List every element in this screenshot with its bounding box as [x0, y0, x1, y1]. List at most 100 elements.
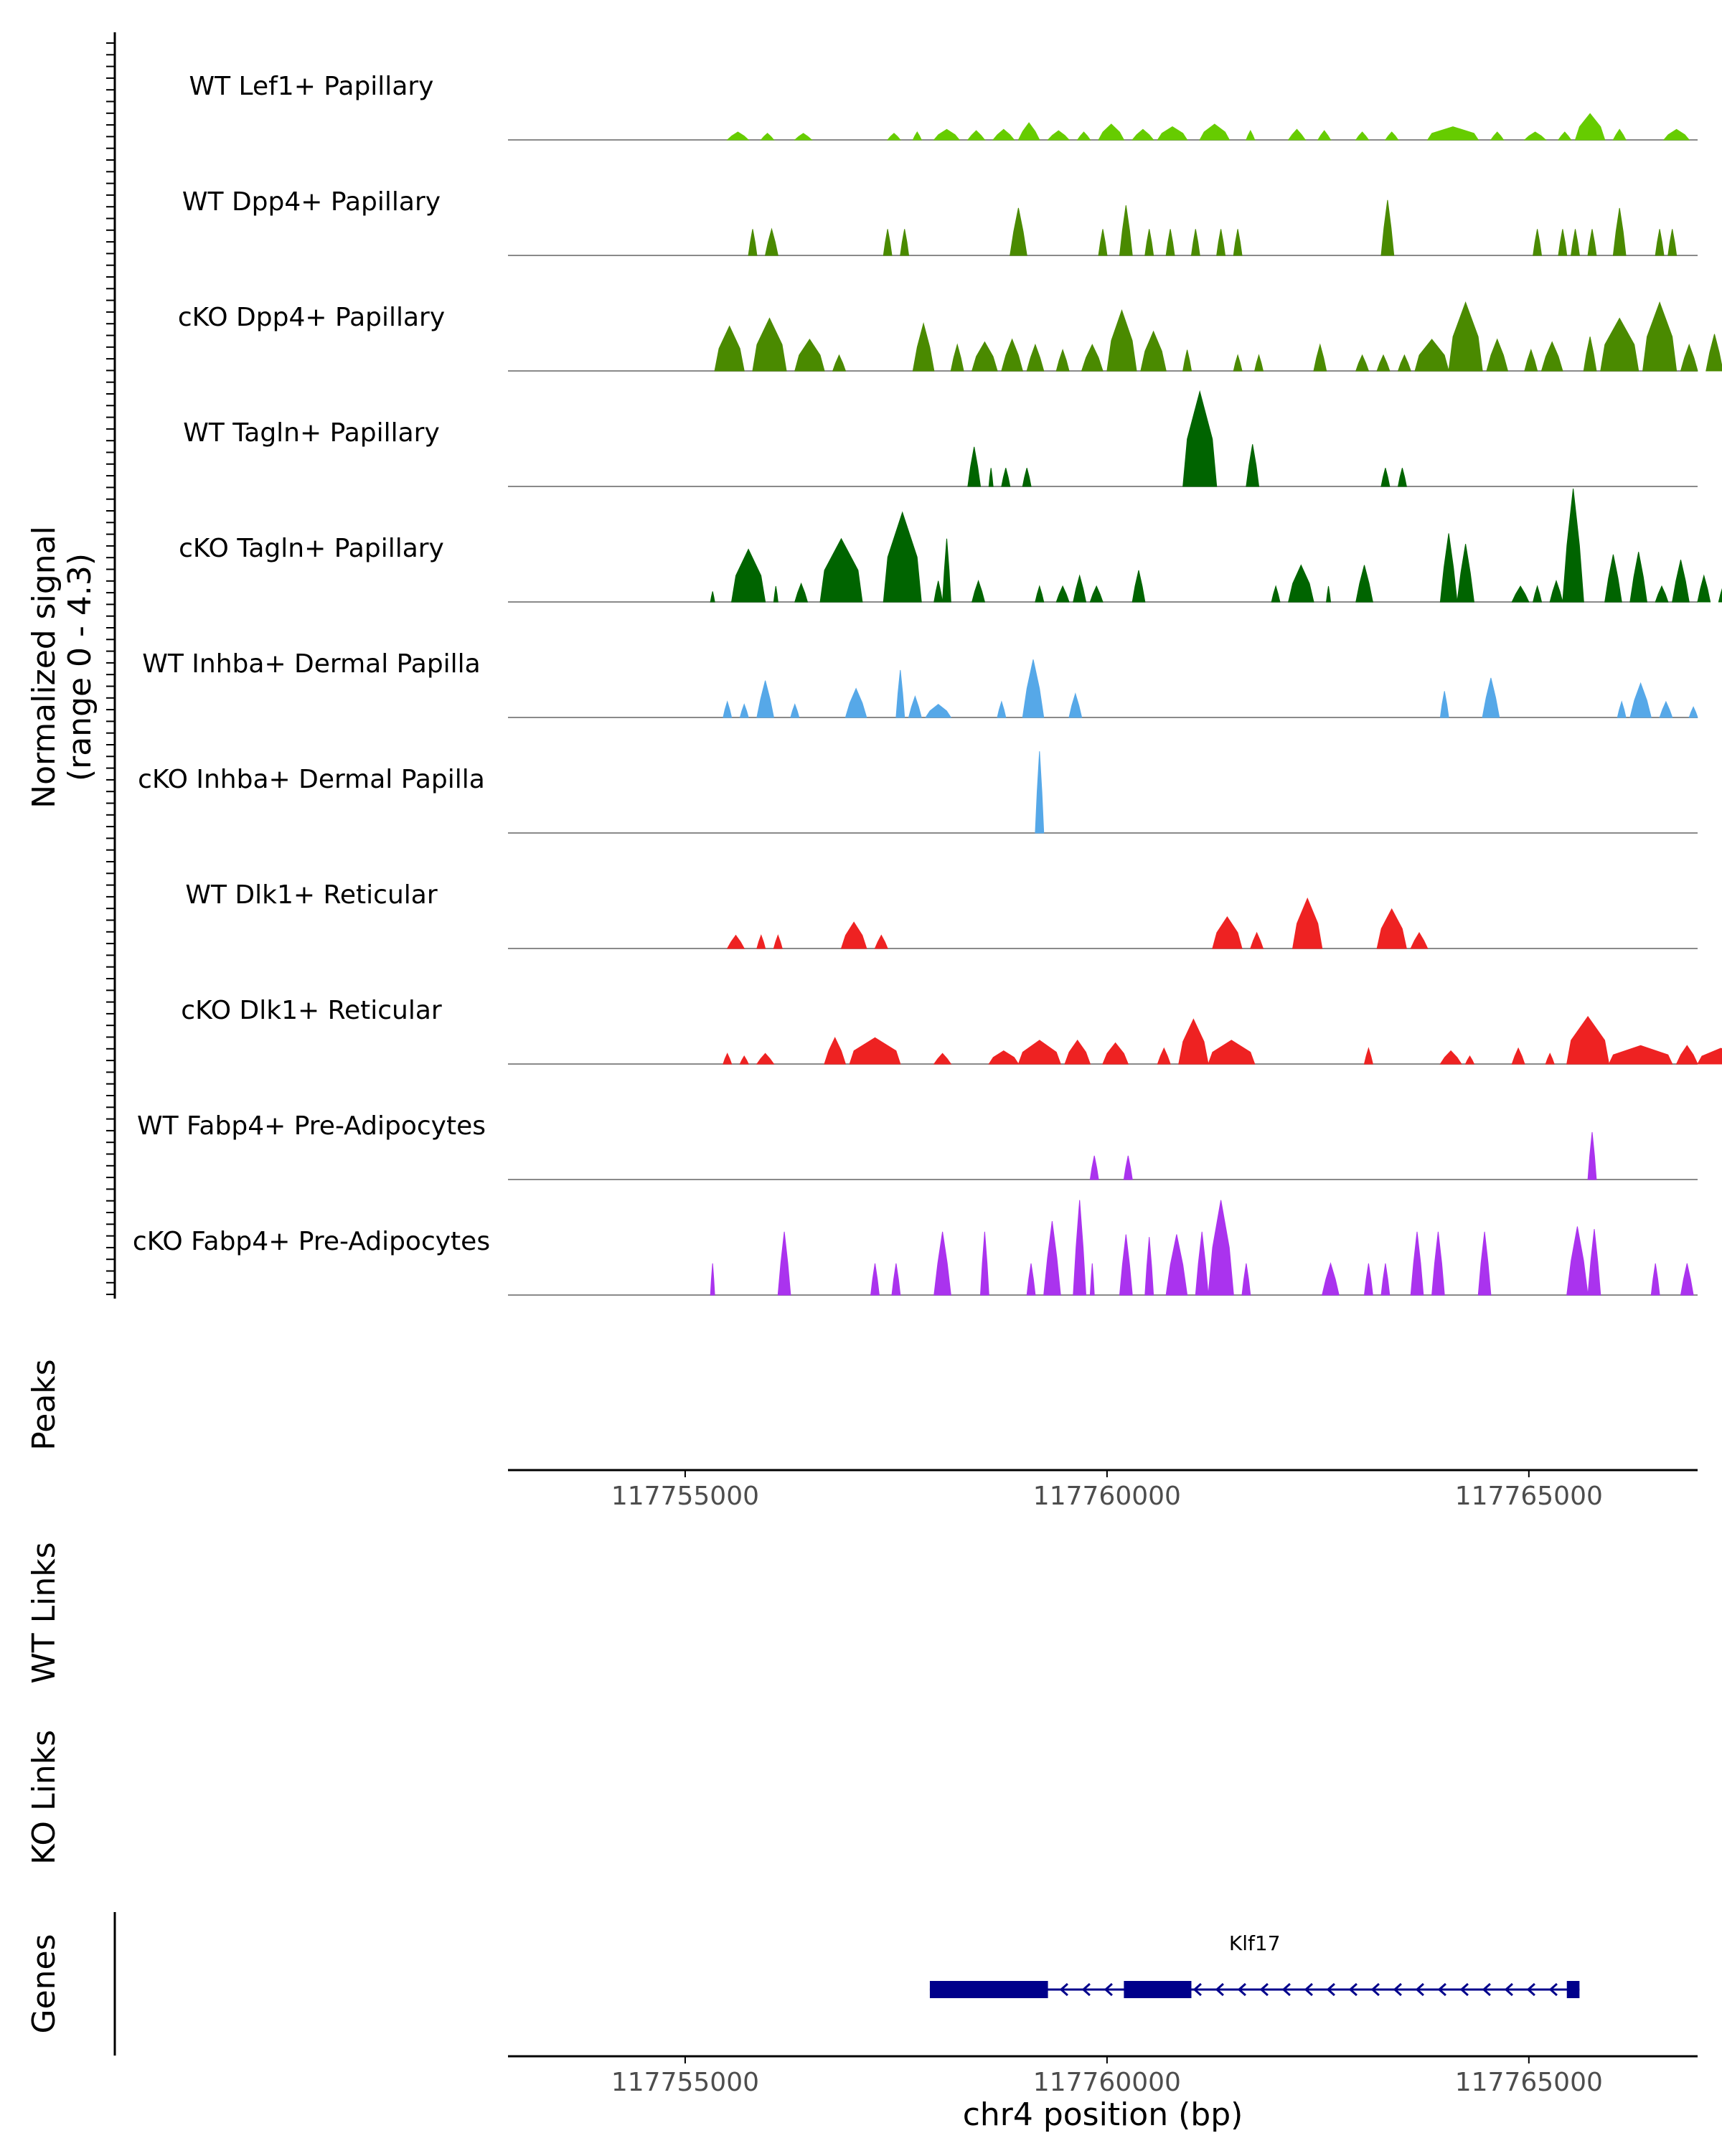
- coverage-peak: [925, 703, 952, 718]
- coverage-peak: [794, 338, 825, 372]
- coverage-peak: [1642, 301, 1678, 372]
- coverage-peak: [1313, 343, 1327, 372]
- coverage-peak: [1022, 659, 1045, 718]
- coverage-peak: [1055, 585, 1070, 603]
- coverage-peak: [1545, 1053, 1555, 1065]
- coverage-peak: [1477, 1231, 1492, 1296]
- coverage-peak: [739, 1055, 749, 1065]
- track-label: cKO Dpp4+ Papillary: [178, 303, 445, 332]
- coverage-peak: [1587, 1229, 1601, 1296]
- coverage-peak: [1326, 585, 1332, 603]
- signal-axis-ticks: [106, 42, 115, 1296]
- coverage-peak: [950, 343, 964, 372]
- coverage-peak: [1457, 544, 1474, 603]
- coverage-peak: [731, 548, 766, 603]
- x-axis-tick-label: 117755000: [611, 2068, 759, 2097]
- coverage-peak: [1397, 354, 1411, 372]
- coverage-peak: [1123, 1155, 1133, 1180]
- coverage-track: cKO Dpp4+ Papillary: [178, 301, 1722, 372]
- coverage-peak: [723, 700, 733, 718]
- x-axis-tick-label: 117760000: [1033, 2068, 1181, 2097]
- coverage-peak: [1604, 554, 1622, 603]
- coverage-peak: [1208, 1200, 1234, 1296]
- coverage-peak: [988, 1050, 1020, 1065]
- coverage-peak: [1017, 1040, 1061, 1065]
- coverage-peak: [1157, 1047, 1171, 1065]
- coverage-peak: [756, 934, 766, 949]
- coverage-peak: [1190, 229, 1200, 256]
- coverage-peak: [832, 354, 847, 372]
- coverage-peak: [1073, 574, 1087, 603]
- coverage-peak: [794, 133, 813, 141]
- coverage-peak: [1144, 1237, 1154, 1296]
- coverage-peak: [1410, 1231, 1424, 1296]
- coverage-peak: [1558, 229, 1568, 256]
- coverage-peak: [739, 703, 749, 718]
- coverage-peak: [1697, 574, 1711, 603]
- wt-links-label: WT Links: [26, 1542, 62, 1683]
- coverage-peak: [1055, 349, 1070, 372]
- gene-strand-arrow: [1104, 1982, 1113, 1997]
- gene-strand-arrow: [1281, 1982, 1291, 1997]
- coverage-peak: [1680, 1263, 1694, 1296]
- coverage-peak: [1246, 444, 1260, 487]
- coverage-peak: [1524, 349, 1538, 372]
- x-axis-tick-label: 117760000: [1033, 1482, 1181, 1511]
- coverage-peak: [895, 669, 905, 718]
- coverage-peak: [1439, 691, 1449, 718]
- coverage-peak: [1655, 585, 1669, 603]
- coverage-peak: [1705, 334, 1722, 372]
- coverage-peak: [1182, 349, 1192, 372]
- coverage-peak: [726, 934, 745, 949]
- gene-strand-arrow: [1348, 1982, 1358, 1997]
- coverage-peak: [883, 511, 922, 603]
- coverage-track: WT Inhba+ Dermal Papilla: [142, 649, 1698, 718]
- coverage-peak: [891, 1263, 901, 1296]
- gene-strand-arrow: [1548, 1982, 1558, 1997]
- coverage-peak: [992, 128, 1015, 141]
- coverage-peak: [1026, 343, 1045, 372]
- coverage-peak: [1662, 128, 1690, 141]
- coverage-peak: [971, 580, 986, 603]
- coverage-peak: [1414, 339, 1449, 372]
- gene-strand-arrow: [1081, 1982, 1091, 1997]
- coverage-peak: [1587, 1131, 1597, 1180]
- coverage-track: cKO Fabp4+ Pre-Adipocytes: [133, 1200, 1698, 1296]
- coverage-peak: [844, 687, 867, 718]
- signal-axis: Normalized signal (range 0 - 4.3): [26, 32, 116, 1299]
- coverage-peak: [1718, 588, 1722, 603]
- coverage-peak: [1195, 1231, 1209, 1296]
- coverage-track: WT Dlk1+ Reticular: [185, 880, 1698, 949]
- coverage-peak: [1464, 1055, 1475, 1065]
- coverage-peak: [966, 130, 986, 141]
- coverage-peak: [1043, 1221, 1061, 1296]
- coverage-peak: [1102, 1042, 1129, 1065]
- coverage-peak: [1558, 131, 1572, 141]
- coverage-peak: [760, 133, 775, 141]
- coverage-peak: [1376, 354, 1391, 372]
- coverage-peak: [1144, 229, 1154, 256]
- signal-axis-label: Normalized signal: [26, 526, 62, 809]
- coverage-peak: [1322, 1262, 1340, 1296]
- coverage-peak: [1208, 1040, 1256, 1065]
- coverage-peak: [1165, 1234, 1188, 1296]
- x-axis-title: chr4 position (bp): [963, 2096, 1243, 2133]
- coverage-track: cKO Tagln+ Papillary: [179, 488, 1722, 603]
- gene-strand-arrow: [1192, 1982, 1202, 1997]
- coverage-peak: [1035, 751, 1045, 834]
- coverage-peak: [777, 1231, 791, 1296]
- coverage-peak: [1667, 229, 1678, 256]
- coverage-peak: [1650, 1263, 1660, 1296]
- gene-exon: [1124, 1981, 1192, 1998]
- coverage-peak: [988, 468, 994, 487]
- coverage-peak: [1017, 122, 1040, 141]
- coverage-peak: [1486, 338, 1509, 372]
- coverage-track: cKO Inhba+ Dermal Papilla: [138, 751, 1698, 834]
- coverage-peak: [1380, 468, 1391, 487]
- tracks-group: WT Lef1+ Papillary WT Dpp4+ Papillary cKO …: [133, 72, 1722, 1296]
- coverage-peak: [1659, 700, 1673, 718]
- coverage-peak: [764, 227, 778, 256]
- coverage-peak: [819, 537, 863, 603]
- coverage-peak: [967, 446, 982, 487]
